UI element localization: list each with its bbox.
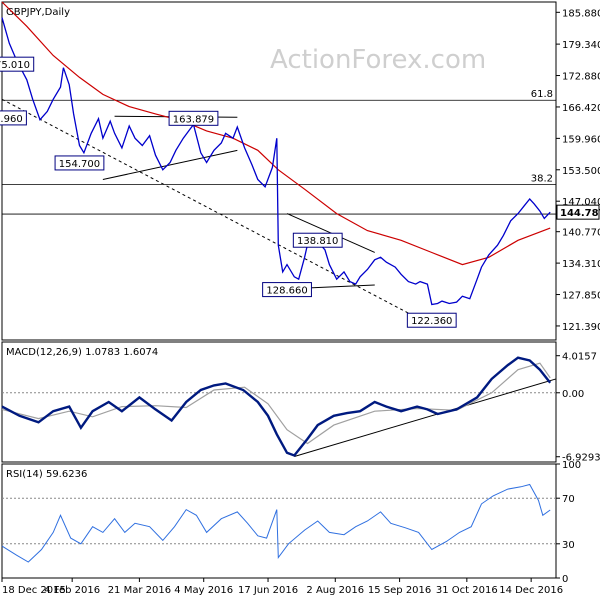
price-label-box: [54, 155, 105, 171]
trend-line: [102, 149, 238, 180]
macd-title: MACD(12,26,9) 1.0783 1.6074: [6, 347, 158, 358]
ma-line: [1, 1, 551, 266]
x-tick-label: 31 Oct 2016: [436, 585, 498, 596]
rsi-y-tick-label: 0: [562, 574, 568, 585]
price-label-text: 175.010: [0, 60, 30, 71]
price-y-tick-label: 172.880: [562, 72, 600, 83]
rsi-frame: [1, 463, 557, 579]
last-price-tag: [556, 204, 600, 220]
price-y-tick-label: 153.500: [562, 166, 600, 177]
price-label-box: [406, 312, 457, 328]
rsi-y-tick-label: 70: [562, 494, 575, 505]
price-y-tick-label: 121.390: [562, 322, 600, 333]
macd-frame: [1, 341, 557, 463]
price-y-tick-label: 159.960: [562, 134, 600, 145]
price-label: 128.660: [262, 282, 312, 298]
price-label: 138.810: [292, 232, 343, 248]
price-y-tick-label: 185.880: [562, 8, 600, 19]
macd-line: [1, 356, 552, 457]
price-y-tick-label: 134.310: [562, 259, 600, 270]
price-label-text: 128.660: [266, 286, 307, 297]
price-label-text: 122.360: [411, 316, 452, 327]
rsi-title: RSI(14) 59.6236: [6, 469, 87, 480]
price-label-text: 163.960: [0, 114, 23, 125]
x-tick-label: 2 Aug 2016: [306, 585, 364, 596]
x-tick-label: 18 Dec 2015: [2, 585, 66, 596]
rsi-line: [1, 483, 551, 563]
price-y-tick-label: 179.340: [562, 40, 600, 51]
trend-line: [1, 98, 432, 326]
price-label: 122.360: [406, 312, 457, 328]
price-y-tick-label: 166.420: [562, 103, 600, 114]
price-label-box: [168, 110, 219, 126]
price-label-box: [262, 282, 312, 298]
watermark: ActionForex.com: [270, 45, 486, 75]
x-tick-label: 4 May 2016: [174, 585, 233, 596]
price-label: 163.879: [168, 110, 219, 126]
price-label-box: [0, 56, 35, 72]
price-label: 163.960: [0, 110, 27, 126]
price-label-box: [292, 232, 343, 248]
price-label: 175.010: [0, 56, 35, 72]
macd-y-tick-label: 0.00: [562, 389, 584, 400]
price-y-tick-label: 140.770: [562, 228, 600, 239]
price-label: 154.700: [54, 155, 105, 171]
fib-label: 61.8: [531, 89, 553, 100]
price-label-text: 154.700: [59, 159, 100, 170]
price-line: [1, 17, 551, 306]
x-tick-label: 15 Sep 2016: [368, 585, 431, 596]
price-y-tick-label: 127.850: [562, 291, 600, 302]
price-label-box: [0, 110, 27, 126]
x-tick-label: 4 Feb 2016: [44, 585, 100, 596]
fib-label: 38.2: [531, 173, 553, 184]
macd-y-tick-label: 4.0157: [562, 352, 597, 363]
x-tick-label: 21 Mar 2016: [108, 585, 171, 596]
macd-y-tick-label: -6.9293: [562, 453, 600, 464]
macd-trend-line: [294, 378, 557, 457]
price-title: GBPJPY,Daily: [6, 7, 70, 18]
signal-line: [1, 362, 551, 445]
rsi-y-tick-label: 100: [562, 460, 581, 471]
x-tick-label: 14 Dec 2016: [499, 585, 563, 596]
last-price-label: 144.787: [560, 208, 600, 219]
price-label-text: 138.810: [297, 236, 338, 247]
x-tick-label: 17 Jun 2016: [238, 585, 298, 596]
price-label-text: 163.879: [173, 114, 214, 125]
price-y-tick-label: 147.040: [562, 197, 600, 208]
price-frame: [1, 1, 557, 341]
rsi-y-tick-label: 30: [562, 540, 575, 551]
